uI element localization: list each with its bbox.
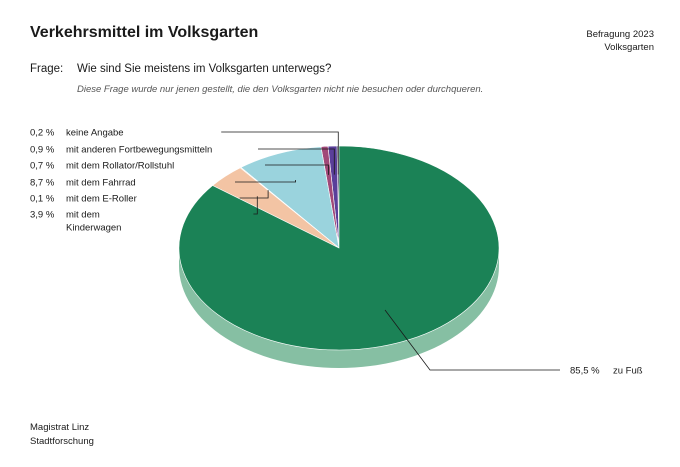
footer: Magistrat Linz Stadtforschung	[30, 421, 94, 449]
label-mit-dem-fahrrad: mit dem Fahrrad	[66, 178, 136, 189]
survey-year: Befragung 2023	[586, 29, 654, 40]
leader-mit-anderen-fortbewegungsmitteln	[258, 148, 335, 175]
question-note: Diese Frage wurde nur jenen gestellt, di…	[77, 84, 484, 95]
label-pct-mit-anderen-fortbewegungsmitteln: 0,9 %	[30, 145, 55, 156]
question-text: Wie sind Sie meistens im Volksgarten unt…	[77, 63, 332, 75]
label-keine-angabe: keine Angabe	[66, 128, 124, 139]
pie-side-zu-fuss	[179, 248, 499, 368]
question: Frage: Wie sind Sie meistens im Volksgart…	[30, 63, 331, 75]
survey-meta: Befragung 2023 Volksgarten	[586, 28, 654, 54]
label-pct-mit-dem-rollator-rollstuhl: 0,7 %	[30, 161, 55, 172]
label-pct-mit-dem-kinderwagen: 3,9 %	[30, 210, 55, 221]
pie-slice-mit-dem-fahrrad	[240, 146, 340, 249]
leader-mit-dem-e-roller	[239, 190, 269, 199]
leader-mit-dem-rollator-rollstuhl	[265, 164, 329, 175]
label-pct-mit-dem-fahrrad: 8,7 %	[30, 178, 55, 189]
footer-org: Magistrat Linz	[30, 422, 90, 433]
leader-mit-dem-kinderwagen	[253, 196, 258, 215]
leader-mit-dem-fahrrad	[235, 179, 296, 183]
label-mit-anderen-fortbewegungsmitteln: mit anderen Fortbewegungsmitteln	[66, 145, 212, 156]
question-label: Frage:	[30, 63, 64, 75]
label-zu-fuss: zu Fuß	[613, 366, 643, 377]
label-mit-dem-rollator-rollstuhl: mit dem Rollator/Rollstuhl	[66, 161, 174, 172]
label-pct-mit-dem-e-roller: 0,1 %	[30, 194, 55, 205]
label-pct-keine-angabe: 0,2 %	[30, 128, 55, 139]
label-pct-zu-fuss: 85,5 %	[570, 366, 600, 377]
footer-dept: Stadtforschung	[30, 436, 94, 447]
pie-slice-zu-fu	[178, 145, 500, 351]
label-mit-dem-kinderwagen: mit dem Kinderwagen	[66, 210, 121, 234]
survey-location: Volksgarten	[604, 42, 654, 53]
label-mit-dem-e-roller: mit dem E-Roller	[66, 194, 137, 205]
chart-title: Verkehrsmittel im Volksgarten	[30, 24, 259, 41]
leader-keine-angabe	[221, 131, 339, 175]
leader-zu-fuss	[384, 309, 560, 371]
